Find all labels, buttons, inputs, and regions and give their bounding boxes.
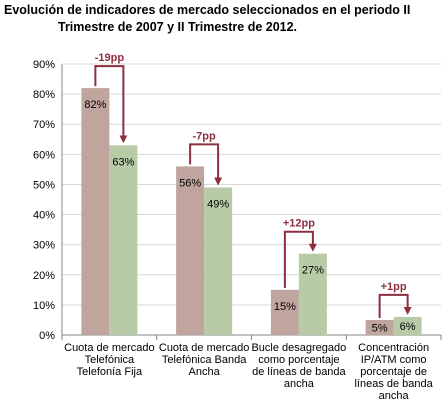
chart-title-line2: Trimestre de 2007 y II Trimestre de 2012… [58,20,298,34]
bar [81,88,110,335]
category-label: Ancha [189,366,221,378]
data-label: 5% [372,322,388,334]
y-tick-label: 0% [39,330,55,342]
change-arrow [189,143,223,186]
category-label: Bucle desagregado [251,342,346,354]
data-label: 15% [274,301,296,313]
bar [298,253,327,335]
change-label: -19pp [95,52,125,64]
category-label: como porcentaje [258,354,339,366]
category-label: Telefonía Fija [77,366,143,378]
category-label: Concentración [358,342,429,354]
y-tick-label: 20% [33,270,55,282]
chart-title: Evolución de indicadores de mercado sele… [4,2,444,36]
category-label: ancha [284,378,315,390]
y-tick-label: 40% [33,210,55,222]
bar [393,316,422,335]
y-tick-label: 50% [33,179,55,191]
bar [365,319,394,335]
data-label: 82% [84,99,106,111]
change-label: +12pp [283,218,315,230]
data-label: 27% [302,265,324,277]
data-label: 63% [112,156,134,168]
category-label: porcentaje de [360,366,427,378]
chart-title-line1: Evolución de indicadores de mercado sele… [4,3,411,17]
category-label: Cuota de mercado [159,342,250,354]
change-label: -7pp [193,130,217,142]
data-label: 49% [207,198,229,210]
data-label: 6% [400,321,416,333]
category-label: Telefónica Banda [162,354,247,366]
change-arrow [283,230,317,288]
category-label: líneas de banda [354,378,433,390]
bar [204,187,233,335]
category-label: Telefónica [85,354,135,366]
bar [109,145,138,335]
change-label: +1pp [381,281,407,293]
data-label: 56% [179,177,201,189]
y-tick-label: 90% [33,59,55,71]
change-arrow [378,293,412,318]
y-tick-label: 10% [33,300,55,312]
bar [270,289,299,335]
category-label: ancha [379,390,410,402]
bar [176,166,205,335]
y-tick-label: 60% [33,149,55,161]
category-label: IP/ATM como [361,354,427,366]
y-tick-label: 70% [33,119,55,131]
change-arrow [94,65,128,144]
y-tick-label: 80% [33,89,55,101]
category-label: de líneas de banda [252,366,346,378]
category-label: Cuota de mercado [64,342,155,354]
y-tick-label: 30% [33,240,55,252]
